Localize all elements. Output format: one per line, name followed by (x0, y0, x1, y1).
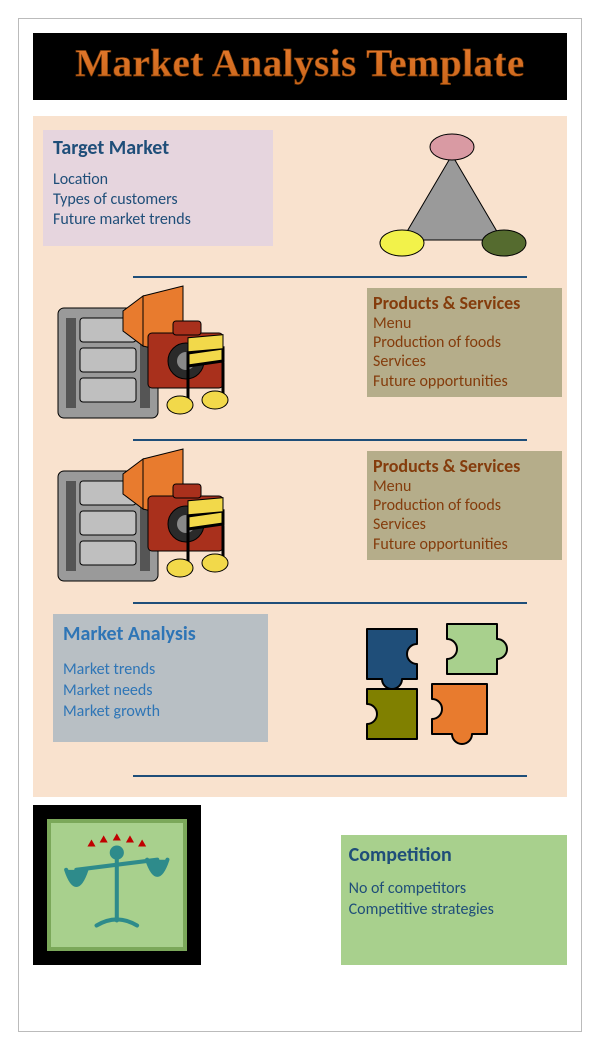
competition-item: No of competitors (349, 879, 559, 900)
products-item: Menu (373, 477, 556, 496)
products-item: Future opportunities (373, 372, 556, 391)
products-item: Production of foods (373, 333, 556, 352)
divider (133, 602, 527, 604)
market-analysis-item: Market needs (63, 681, 258, 702)
products-item: Services (373, 515, 556, 534)
target-market-item: Location (53, 170, 263, 190)
market-analysis-box: Market Analysis Market trends Market nee… (53, 614, 268, 742)
products-item: Menu (373, 314, 556, 333)
puzzle-icon (347, 609, 547, 759)
competition-item: Competitive strategies (349, 900, 559, 921)
target-market-item: Types of customers (53, 190, 263, 210)
media-clip-icon (48, 446, 268, 591)
content-canvas: Target Market Location Types of customer… (33, 116, 567, 797)
products-item: Services (373, 352, 556, 371)
products-item: Future opportunities (373, 535, 556, 554)
section-target-market: Target Market Location Types of customer… (43, 130, 557, 270)
competition-box: Competition No of competitors Competitiv… (341, 835, 567, 965)
page: Market Analysis Template Target Market L… (18, 18, 582, 1032)
products-heading-1: Products & Services (373, 292, 556, 314)
scale-frame (33, 805, 201, 965)
divider (133, 439, 527, 441)
section-competition: Competition No of competitors Competitiv… (33, 805, 567, 965)
section-market-analysis: Market Analysis Market trends Market nee… (43, 614, 557, 769)
balance-scale-icon (47, 819, 187, 951)
target-market-item: Future market trends (53, 210, 263, 230)
media-clip-icon (48, 283, 268, 428)
products-box-1: Products & Services Menu Production of f… (367, 288, 562, 397)
title-bar: Market Analysis Template (33, 33, 567, 100)
triangle-ellipses-icon (362, 125, 542, 260)
market-analysis-item: Market growth (63, 702, 258, 723)
target-market-box: Target Market Location Types of customer… (43, 130, 273, 246)
section-products-2: Products & Services Menu Production of f… (43, 451, 557, 596)
competition-heading: Competition (349, 843, 559, 867)
products-box-2: Products & Services Menu Production of f… (367, 451, 562, 560)
products-heading-2: Products & Services (373, 455, 556, 477)
target-market-heading: Target Market (53, 136, 263, 160)
divider (133, 775, 527, 777)
market-analysis-item: Market trends (63, 660, 258, 681)
divider (133, 276, 527, 278)
products-item: Production of foods (373, 496, 556, 515)
market-analysis-heading: Market Analysis (63, 622, 258, 646)
section-products-1: Products & Services Menu Production of f… (43, 288, 557, 433)
page-title: Market Analysis Template (39, 41, 561, 86)
